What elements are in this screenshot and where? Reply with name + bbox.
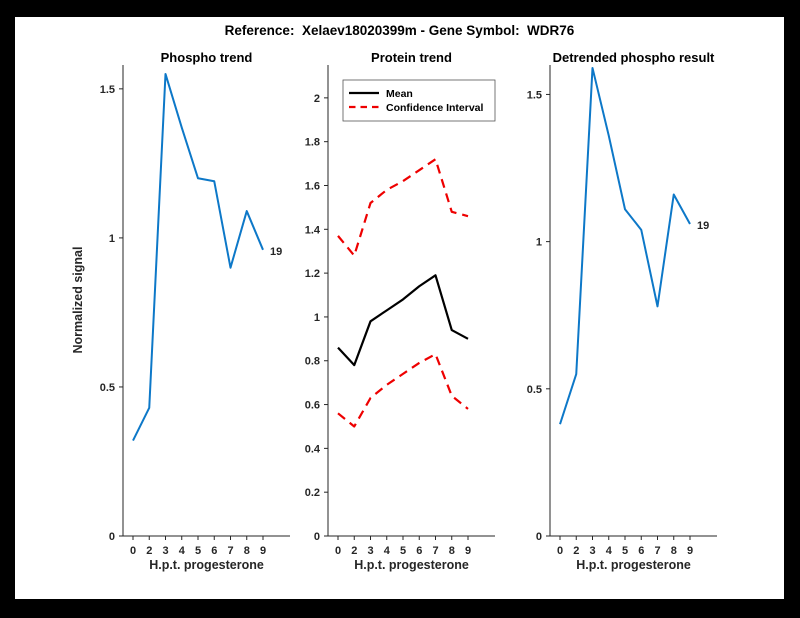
x-tick-label: 8 [449,545,455,557]
legend-box [342,79,496,122]
x-tick-label: 3 [162,545,168,557]
y-tick-label: 0.6 [305,400,320,412]
y-tick-label: 0.5 [100,382,115,394]
y-tick-label: 1 [109,233,115,245]
detrended-phospho-chart: 00.511.50 2 3 4 5 6 7 8 919 [527,65,717,557]
subplot-title-phospho-trend: Phospho trend [160,50,253,65]
series-confidence-interval-upper [337,158,469,257]
x-tick-label: 3 [589,545,595,557]
y-tick-label: 1.4 [305,224,321,236]
y-tick-label: 0.2 [305,487,320,499]
series-confidence-interval-lower [337,353,469,428]
y-tick-label: 1.5 [527,89,542,101]
x-tick-label: 2 [351,545,357,557]
x-tick-label: 3 [367,545,373,557]
y-tick-label: 1 [314,312,320,324]
x-tick-label: 6 [416,545,422,557]
x-tick-label: 8 [244,545,250,557]
subplot-title-protein-trend: Protein trend [371,50,452,65]
legend-label: Mean [386,88,413,100]
x-axis-label-2: H.p.t. progesterone [354,558,469,572]
series-detrended-phospho-signal [559,66,691,425]
x-tick-label: 5 [400,545,406,557]
y-tick-label: 0.8 [305,356,320,368]
x-tick-label: 9 [465,545,471,557]
x-tick-label: 2 [146,545,152,557]
x-tick-label: 5 [622,545,628,557]
x-tick-label: 4 [179,545,186,557]
x-tick-label: 6 [638,545,644,557]
y-tick-label: 1 [536,237,542,249]
x-tick-label: 7 [227,545,233,557]
y-axis-label: Normalized signal [71,246,85,354]
x-tick-label: 4 [606,545,613,557]
x-axis-label-3: H.p.t. progesterone [576,558,691,572]
legend-label: Confidence Interval [386,102,484,114]
y-tick-label: 1.5 [100,84,115,96]
x-tick-label: 9 [260,545,266,557]
x-tick-label: 8 [671,545,677,557]
x-tick-label: 7 [654,545,660,557]
protein-trend-chart: 00.20.40.60.811.21.41.61.820 2 3 4 5 6 7 8 9Mean… [305,65,496,557]
series-phospho-signal [132,72,264,442]
x-tick-label: 0 [557,545,563,557]
y-tick-label: 0.4 [305,443,321,455]
y-tick-label: 2 [314,93,320,105]
x-tick-label: 7 [432,545,438,557]
x-tick-label: 5 [195,545,201,557]
x-tick-label: 0 [130,545,136,557]
y-tick-label: 0 [109,531,115,543]
y-tick-label: 1.8 [305,137,320,149]
x-tick-label: 4 [384,545,391,557]
x-tick-label: 6 [211,545,217,557]
x-tick-label: 9 [687,545,693,557]
phospho-trend-chart: 00.511.50 2 3 4 5 6 7 8 919 [100,65,290,557]
endpoint-annotation: 19 [697,220,709,232]
endpoint-annotation: 19 [270,246,282,258]
x-tick-label: 0 [335,545,341,557]
y-tick-label: 0.5 [527,384,542,396]
y-tick-label: 1.2 [305,268,320,280]
x-axis-label-1: H.p.t. progesterone [149,558,264,572]
y-tick-label: 0 [536,531,542,543]
x-tick-label: 2 [573,545,579,557]
series-mean [337,274,469,367]
subplot-title-detrended-phospho: Detrended phospho result [552,50,715,65]
matlab-figure: Reference: Xelaev18020399m - Gene Symbol… [15,17,784,599]
y-tick-label: 0 [314,531,320,543]
figure-title: Reference: Xelaev18020399m - Gene Symbol… [224,23,575,38]
y-tick-label: 1.6 [305,180,320,192]
